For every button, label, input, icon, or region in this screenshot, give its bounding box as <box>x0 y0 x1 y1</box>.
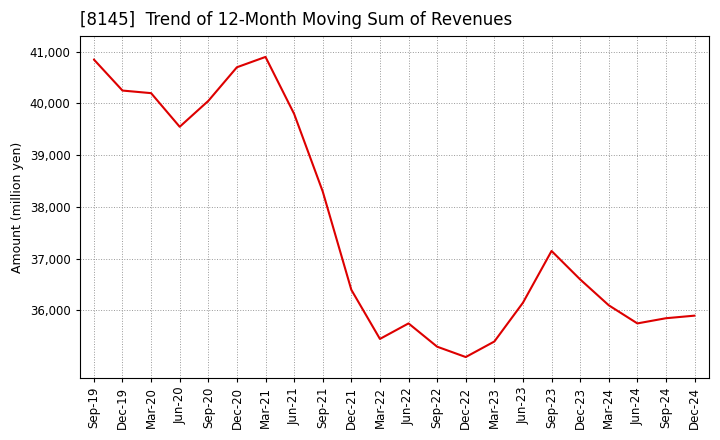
Text: [8145]  Trend of 12-Month Moving Sum of Revenues: [8145] Trend of 12-Month Moving Sum of R… <box>80 11 512 29</box>
Y-axis label: Amount (million yen): Amount (million yen) <box>11 141 24 273</box>
